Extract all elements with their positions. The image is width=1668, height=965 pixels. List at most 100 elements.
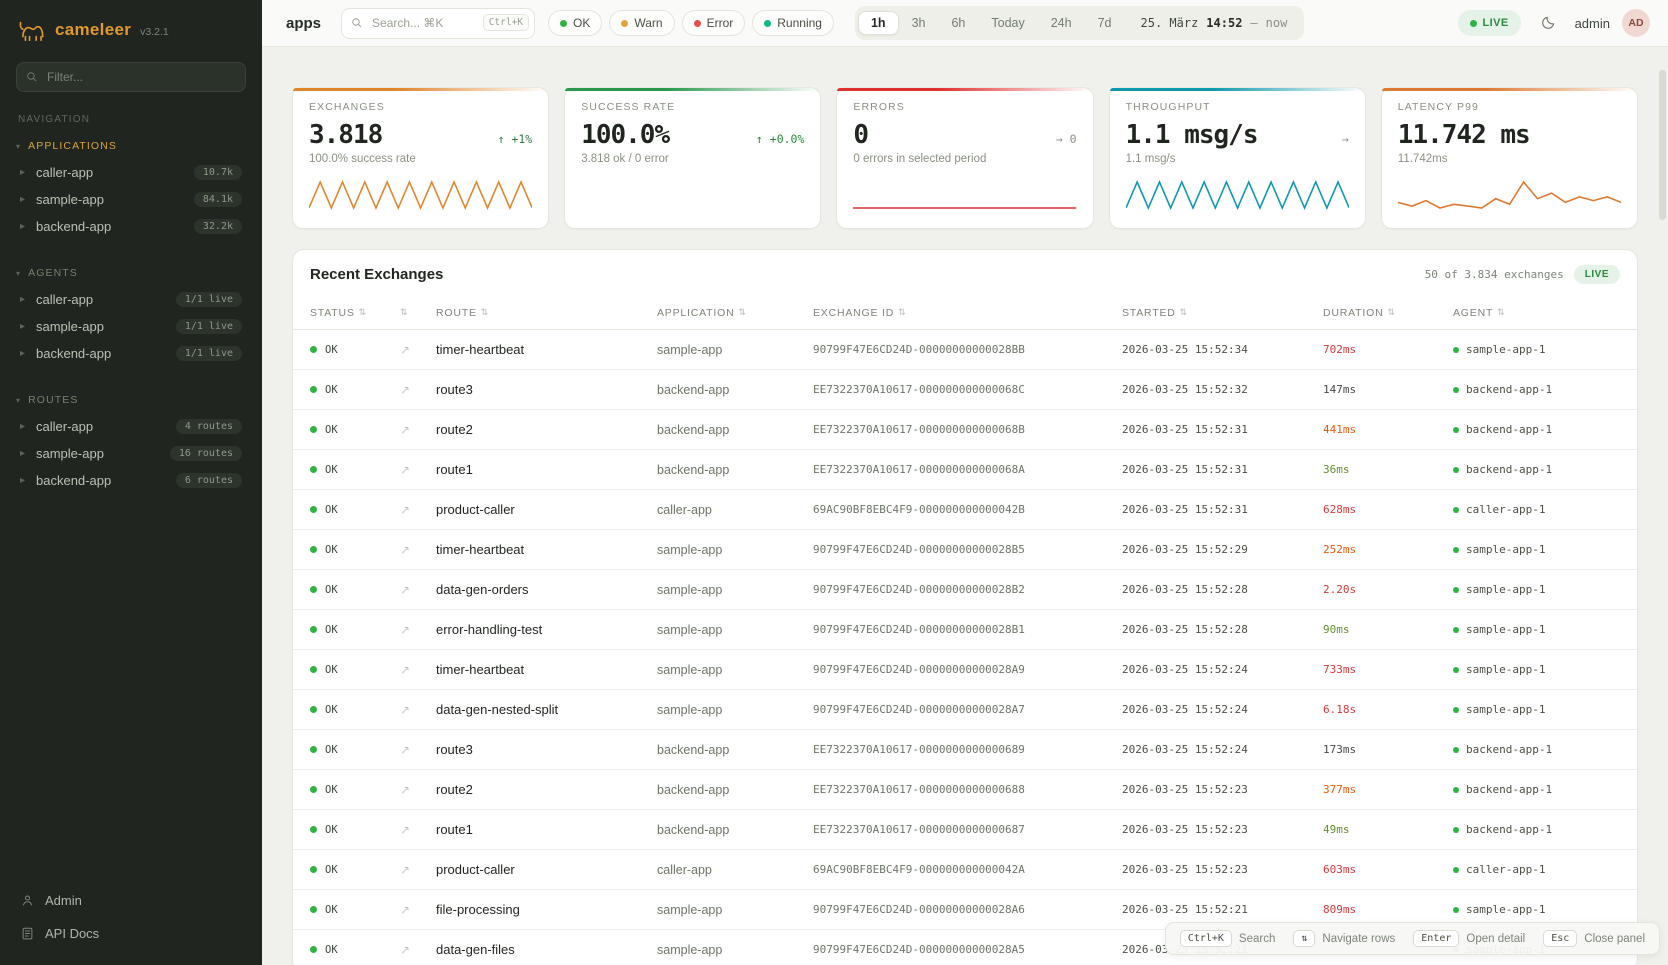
open-exchange-icon[interactable]: ↗ [400, 862, 411, 877]
open-exchange-icon[interactable]: ↗ [400, 542, 411, 557]
table-row[interactable]: OK ↗ route3 backend-app EE7322370A10617-0000… [293, 730, 1637, 770]
open-exchange-icon[interactable]: ↗ [400, 382, 411, 397]
open-exchange-icon[interactable]: ↗ [400, 502, 411, 517]
open-exchange-icon[interactable]: ↗ [400, 702, 411, 717]
open-exchange-icon[interactable]: ↗ [400, 422, 411, 437]
sidebar-item-sample-app[interactable]: ▸ sample-app 84.1k [14, 186, 248, 213]
table-row[interactable]: OK ↗ route2 backend-app EE7322370A10617-0000… [293, 770, 1637, 810]
table-row[interactable]: OK ↗ route3 backend-app EE7322370A10617-0000… [293, 370, 1637, 410]
col-header-application[interactable]: APPLICATION ⇅ [657, 307, 813, 319]
col-header-started[interactable]: STARTED ⇅ [1122, 307, 1323, 319]
logo[interactable]: cameleer v3.2.1 [14, 14, 248, 60]
table-row[interactable]: OK ↗ route1 backend-app EE7322370A10617-0000… [293, 450, 1637, 490]
dark-mode-toggle[interactable] [1533, 8, 1563, 38]
table-row[interactable]: OK ↗ timer-heartbeat sample-app 90799F47E6CD… [293, 650, 1637, 690]
status-filter-running[interactable]: Running [752, 10, 834, 36]
table-row[interactable]: OK ↗ timer-heartbeat sample-app 90799F47E6CD… [293, 330, 1637, 370]
status-filter-error[interactable]: Error [681, 10, 746, 36]
time-range-24h[interactable]: 24h [1038, 11, 1085, 35]
status-filter-ok[interactable]: OK [548, 10, 603, 36]
open-exchange-icon[interactable]: ↗ [400, 622, 411, 637]
stat-cards-row: EXCHANGES 3.818 ↑ +1% 100.0% success rate SU… [292, 87, 1638, 229]
live-indicator[interactable]: LIVE [1457, 10, 1521, 36]
open-exchange-icon[interactable]: ↗ [400, 942, 411, 957]
open-exchange-icon[interactable]: ↗ [400, 582, 411, 597]
sidebar-section-title[interactable]: ▾ APPLICATIONS [14, 137, 248, 159]
exchange-id: 90799F47E6CD24D-00000000000028A6 [813, 903, 1025, 916]
table-row[interactable]: OK ↗ file-processing sample-app 90799F47E6CD… [293, 890, 1637, 930]
sidebar-item-label: backend-app [36, 346, 112, 361]
exchange-status: OK [310, 944, 400, 956]
col-header-status[interactable]: STATUS ⇅ [310, 307, 400, 319]
open-exchange-icon[interactable]: ↗ [400, 342, 411, 357]
table-meta: 50 of 3.834 exchanges LIVE [1425, 265, 1620, 284]
table-row[interactable]: OK ↗ product-caller caller-app 69AC90BF8EBC4… [293, 490, 1637, 530]
admin-icon [20, 893, 35, 908]
status-ok-dot [310, 506, 317, 513]
exchange-duration: 603ms [1323, 863, 1357, 876]
agent-live-dot [1453, 866, 1459, 873]
sidebar-item-sample-app[interactable]: ▸ sample-app 1/1 live [14, 313, 248, 340]
table-row[interactable]: OK ↗ data-gen-orders sample-app 90799F47E6CD… [293, 570, 1637, 610]
time-range-6h[interactable]: 6h [938, 11, 978, 35]
table-row[interactable]: OK ↗ route1 backend-app EE7322370A10617-0000… [293, 810, 1637, 850]
sidebar-filter-input[interactable] [16, 62, 246, 92]
table-row[interactable]: OK ↗ product-caller caller-app 69AC90BF8EBC4… [293, 850, 1637, 890]
sidebar-item-badge: 6 routes [175, 473, 242, 488]
open-exchange-icon[interactable]: ↗ [400, 462, 411, 477]
col-header-exchange-id[interactable]: EXCHANGE ID ⇅ [813, 307, 1122, 319]
open-exchange-icon[interactable]: ↗ [400, 742, 411, 757]
status-filter-warn[interactable]: Warn [609, 10, 675, 36]
sidebar-item-backend-app[interactable]: ▸ backend-app 1/1 live [14, 340, 248, 367]
table-row[interactable]: OK ↗ timer-heartbeat sample-app 90799F47E6CD… [293, 530, 1637, 570]
time-range-7d[interactable]: 7d [1085, 11, 1125, 35]
exchange-duration: 6.18s [1323, 703, 1357, 716]
time-range-3h[interactable]: 3h [899, 11, 939, 35]
open-exchange-icon[interactable]: ↗ [400, 822, 411, 837]
col-header-route[interactable]: ROUTE ⇅ [436, 307, 657, 319]
footer-item-api-docs[interactable]: API Docs [14, 918, 248, 949]
sidebar-item-badge: 1/1 live [175, 319, 242, 334]
stat-card-subtext: 11.742ms [1397, 153, 1448, 165]
time-range-1h[interactable]: 1h [857, 11, 899, 35]
agent-label: backend-app-1 [1466, 463, 1553, 476]
table-row[interactable]: OK ↗ data-gen-nested-split sample-app 90799F… [293, 690, 1637, 730]
sidebar-item-backend-app[interactable]: ▸ backend-app 32.2k [14, 213, 248, 240]
sidebar-item-backend-app[interactable]: ▸ backend-app 6 routes [14, 467, 248, 494]
open-exchange-icon[interactable]: ↗ [400, 902, 411, 917]
avatar[interactable]: AD [1622, 9, 1650, 37]
sidebar-section-title[interactable]: ▾ ROUTES [14, 391, 248, 413]
datetime-display: 25. März 14:52 — now [1125, 16, 1302, 30]
search-input[interactable] [341, 7, 536, 39]
chevron-right-icon: ▸ [20, 475, 26, 486]
scrollbar[interactable] [1659, 70, 1666, 220]
table-row[interactable]: OK ↗ route2 backend-app EE7322370A10617-0000… [293, 410, 1637, 450]
exchange-id: 90799F47E6CD24D-00000000000028B5 [813, 543, 1025, 556]
stat-card-exchanges: EXCHANGES 3.818 ↑ +1% 100.0% success rate [292, 87, 550, 229]
sidebar-filter [16, 62, 246, 92]
datetime-separator: — [1250, 16, 1258, 30]
exchange-duration: 49ms [1323, 823, 1350, 836]
exchange-application: sample-app [657, 542, 723, 557]
open-exchange-icon[interactable]: ↗ [400, 782, 411, 797]
time-range-today[interactable]: Today [978, 11, 1037, 35]
sidebar-section-title[interactable]: ▾ AGENTS [14, 264, 248, 286]
exchange-route: timer-heartbeat [436, 542, 525, 557]
sidebar-item-badge: 32.2k [193, 219, 242, 234]
exchange-application: sample-app [657, 662, 723, 677]
sidebar-item-caller-app[interactable]: ▸ caller-app 10.7k [14, 159, 248, 186]
sidebar-item-sample-app[interactable]: ▸ sample-app 16 routes [14, 440, 248, 467]
col-header-duration[interactable]: DURATION ⇅ [1323, 307, 1453, 319]
col-header-agent[interactable]: AGENT ⇅ [1453, 307, 1620, 319]
sparkline [1397, 174, 1621, 212]
footer-item-admin[interactable]: Admin [14, 885, 248, 916]
open-exchange-icon[interactable]: ↗ [400, 662, 411, 677]
sidebar-item-caller-app[interactable]: ▸ caller-app 4 routes [14, 413, 248, 440]
exchange-agent: sample-app-1 [1453, 703, 1620, 716]
sidebar-item-caller-app[interactable]: ▸ caller-app 1/1 live [14, 286, 248, 313]
table-row[interactable]: OK ↗ error-handling-test sample-app 90799F47… [293, 610, 1637, 650]
col-header-expand[interactable]: ⇅ [400, 307, 436, 318]
exchange-started: 2026-03-25 15:52:24 [1122, 703, 1248, 716]
stat-card-value-row: 0 → 0 [853, 120, 1076, 150]
keyboard-shortcuts-bar: Ctrl+K Search ⇅ Navigate rows Enter Open deta… [1164, 922, 1660, 955]
